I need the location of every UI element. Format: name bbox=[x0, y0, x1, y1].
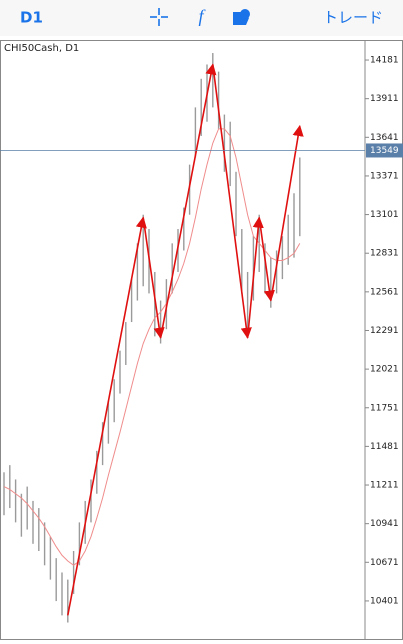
y-tick-label: 12021 bbox=[370, 365, 399, 375]
y-tick-label: 12831 bbox=[370, 249, 399, 259]
y-tick-label: 13641 bbox=[370, 133, 399, 143]
current-price-box bbox=[366, 143, 403, 158]
current-price-label: 13549 bbox=[370, 146, 399, 156]
y-tick-label: 12291 bbox=[370, 326, 399, 336]
moving-average bbox=[3, 128, 301, 566]
trade-button[interactable]: トレード bbox=[323, 9, 383, 27]
objects-button[interactable] bbox=[233, 9, 250, 25]
y-tick-label: 13911 bbox=[370, 94, 399, 104]
zigzag-arrow bbox=[67, 216, 147, 616]
timeframe-button[interactable]: D1 bbox=[20, 9, 43, 27]
y-tick-label: 10941 bbox=[370, 519, 399, 529]
y-tick-label: 13101 bbox=[370, 210, 399, 220]
y-tick-label: 10401 bbox=[370, 596, 399, 606]
indicator-button[interactable]: f bbox=[198, 6, 206, 26]
y-tick-label: 11751 bbox=[370, 403, 399, 413]
zigzag-arrow bbox=[270, 124, 304, 301]
zigzag-arrow bbox=[258, 217, 275, 302]
zigzag-arrow bbox=[159, 63, 217, 338]
zigzag-arrow bbox=[246, 216, 264, 338]
chart-label: CHI50Cash, D1 bbox=[4, 43, 79, 54]
y-tick-label: 13371 bbox=[370, 171, 399, 181]
zigzag-arrow bbox=[212, 64, 252, 339]
zigzag-arrow bbox=[142, 217, 165, 339]
y-tick-label: 11481 bbox=[370, 442, 399, 452]
y-tick-label: 12561 bbox=[370, 287, 399, 297]
toolbar bbox=[0, 0, 403, 36]
crosshair-button[interactable] bbox=[150, 8, 168, 26]
y-tick-label: 10671 bbox=[370, 558, 399, 568]
y-tick-label: 14181 bbox=[370, 56, 399, 66]
y-tick-label: 11211 bbox=[370, 481, 399, 491]
